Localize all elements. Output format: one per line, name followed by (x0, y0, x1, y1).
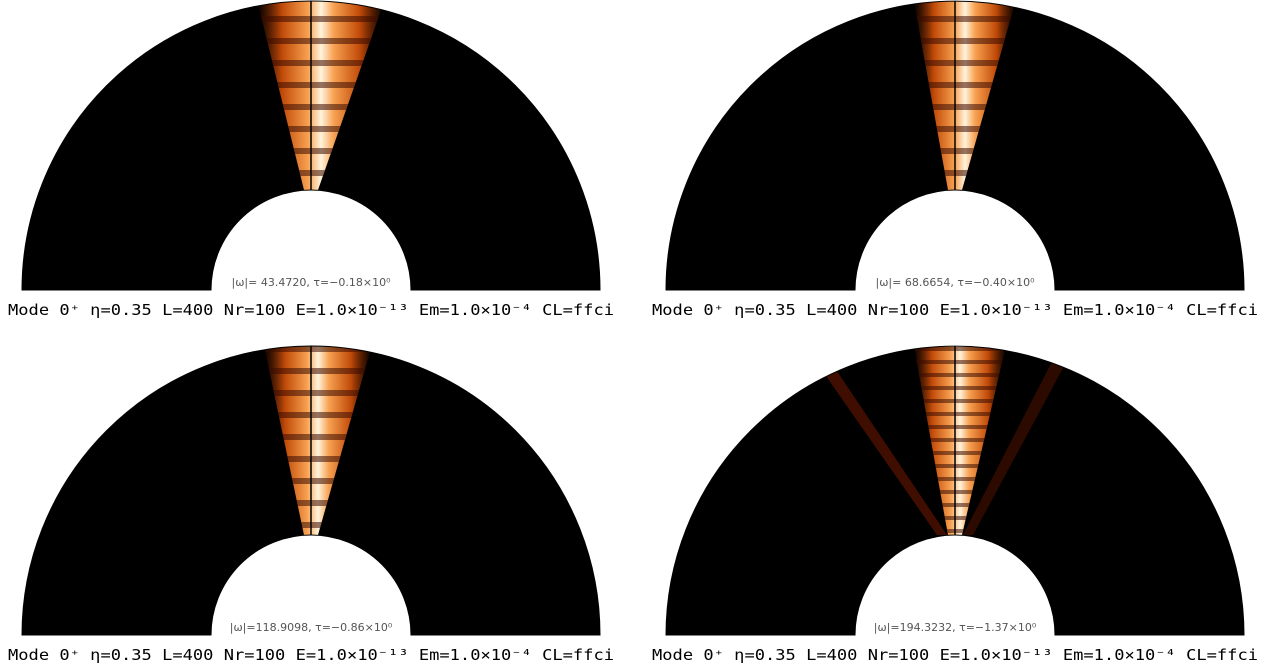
caption: Mode 0⁺ η=0.35 L=400 Nr=100 E=1.0×10⁻¹³ … (652, 301, 1258, 319)
info-label: |ω|=194.3232, τ=−1.37×10⁰ (874, 621, 1037, 634)
caption: Mode 0⁺ η=0.35 L=400 Nr=100 E=1.0×10⁻¹³ … (652, 646, 1258, 664)
caption: Mode 0⁺ η=0.35 L=400 Nr=100 E=1.0×10⁻¹³ … (8, 301, 614, 319)
info-label: |ω|= 43.4720, τ=−0.18×10⁰ (232, 276, 392, 289)
panel: |ω|= 68.6654, τ=−0.40×10⁰ Mode 0⁺ η=0.35 … (652, 0, 1258, 319)
panel: |ω|=118.9098, τ=−0.86×10⁰ Mode 0⁺ η=0.35 … (8, 341, 614, 664)
panel: |ω|= 43.4720, τ=−0.18×10⁰ Mode 0⁺ η=0.35 … (8, 0, 614, 319)
figure: |ω|= 43.4720, τ=−0.18×10⁰ Mode 0⁺ η=0.35 … (0, 0, 1274, 664)
caption: Mode 0⁺ η=0.35 L=400 Nr=100 E=1.0×10⁻¹³ … (8, 646, 614, 664)
info-label: |ω|=118.9098, τ=−0.86×10⁰ (230, 621, 393, 634)
panel: |ω|=194.3232, τ=−1.37×10⁰ Mode 0⁺ η=0.35 … (652, 341, 1258, 664)
page: {"panels": [ {"info": "|ω|= 43.4720, τ=−… (0, 0, 1274, 664)
info-label: |ω|= 68.6654, τ=−0.40×10⁰ (876, 276, 1036, 289)
